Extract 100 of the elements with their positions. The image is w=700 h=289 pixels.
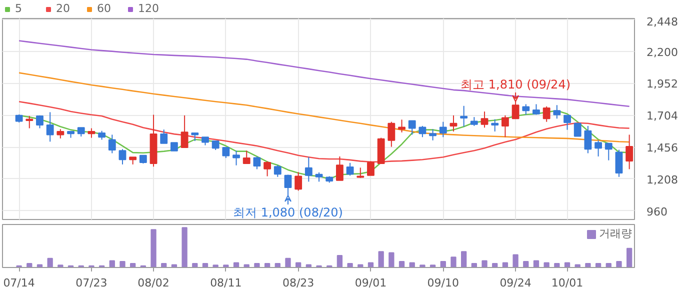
candlestick [542, 106, 550, 122]
bar [47, 258, 53, 268]
candlestick [88, 128, 96, 138]
bar [409, 262, 415, 268]
candlestick [315, 172, 323, 182]
candlestick [253, 156, 261, 170]
bar [109, 260, 115, 268]
bar [512, 254, 518, 268]
candlestick [46, 112, 54, 142]
x-tick-label: 07/14 [3, 276, 35, 289]
bar [264, 263, 270, 268]
candlestick [388, 121, 396, 148]
x-tick-label: 09/01 [354, 276, 387, 289]
bar [368, 262, 374, 268]
candlestick [398, 119, 406, 133]
candlestick [160, 129, 168, 144]
bar [233, 262, 240, 268]
candlestick [118, 148, 126, 165]
bar [347, 263, 353, 268]
candlestick [491, 118, 499, 132]
bar [285, 258, 291, 268]
candlestick [304, 156, 312, 182]
candlestick [36, 114, 44, 129]
bar [171, 264, 178, 268]
candlestick [604, 142, 612, 161]
annotation: 최저 1,080 (08/20) [233, 205, 343, 220]
candlestick [367, 160, 374, 176]
candlestick [408, 120, 416, 136]
bar [585, 263, 591, 268]
y-tick-label: 2,200 [646, 46, 678, 59]
bar [58, 264, 64, 268]
line-series [18, 100, 630, 162]
bar [482, 260, 488, 268]
candlestick [232, 150, 240, 166]
candlestick [418, 125, 426, 138]
legend-label: 5 [15, 2, 23, 15]
bar [182, 227, 188, 268]
bar [336, 255, 343, 268]
candlestick [274, 164, 282, 178]
bar [461, 251, 467, 268]
y-tick-label: 1,208 [646, 173, 678, 186]
candlestick [212, 140, 220, 151]
x-tick-label: 08/02 [138, 276, 170, 289]
bar [244, 264, 250, 268]
candlestick [460, 105, 468, 128]
line-series [18, 40, 630, 108]
y-tick-label: 1,456 [646, 142, 678, 155]
candlestick [615, 149, 623, 178]
bar [254, 263, 260, 268]
candlestick [294, 172, 302, 192]
legend-label: 20 [56, 2, 71, 15]
bar [223, 264, 229, 268]
bar [616, 261, 622, 268]
candlestick [222, 146, 230, 158]
y-tick-label: 1,952 [646, 78, 678, 91]
candlestick [429, 128, 437, 141]
candlestick [242, 150, 250, 164]
candlestick [522, 104, 530, 116]
candlestick [574, 122, 582, 137]
bar [150, 229, 156, 268]
candlestick [26, 116, 34, 129]
bar [378, 251, 384, 268]
candlestick [180, 114, 188, 148]
candlestick [480, 111, 488, 128]
bar [202, 263, 208, 268]
bar [398, 261, 405, 268]
legend-label: 거래량 [599, 226, 632, 241]
bar [502, 262, 508, 268]
bar [523, 261, 529, 268]
y-tick-label: 2,448 [646, 16, 678, 28]
candlestick [56, 128, 64, 139]
bar [306, 264, 312, 268]
bar [440, 261, 446, 268]
bar [564, 262, 570, 268]
bar [388, 252, 394, 268]
annotation: 최고 1,810 (09/24) [460, 77, 571, 92]
candlestick [553, 104, 561, 120]
x-tick-label: 07/23 [76, 276, 108, 289]
candlestick [346, 162, 354, 176]
candlestick [626, 134, 634, 170]
candlestick [584, 125, 592, 154]
bar [358, 264, 364, 268]
candlestick [450, 114, 458, 132]
bar [36, 264, 43, 268]
bar [420, 264, 426, 268]
bar [595, 263, 602, 268]
bar [296, 262, 302, 268]
bar [450, 256, 456, 268]
bar [120, 261, 126, 268]
candlestick [532, 104, 540, 116]
candlestick [439, 121, 447, 138]
bar [544, 262, 550, 268]
y-tick-label: 960 [646, 205, 668, 218]
x-tick-label: 09/24 [500, 276, 532, 289]
x-tick-label: 10/01 [551, 276, 584, 289]
candlestick [594, 140, 602, 157]
legend-label: 60 [97, 2, 112, 15]
candlestick [336, 156, 344, 181]
candlestick [356, 167, 364, 178]
y-tick-label: 1,704 [646, 110, 678, 123]
